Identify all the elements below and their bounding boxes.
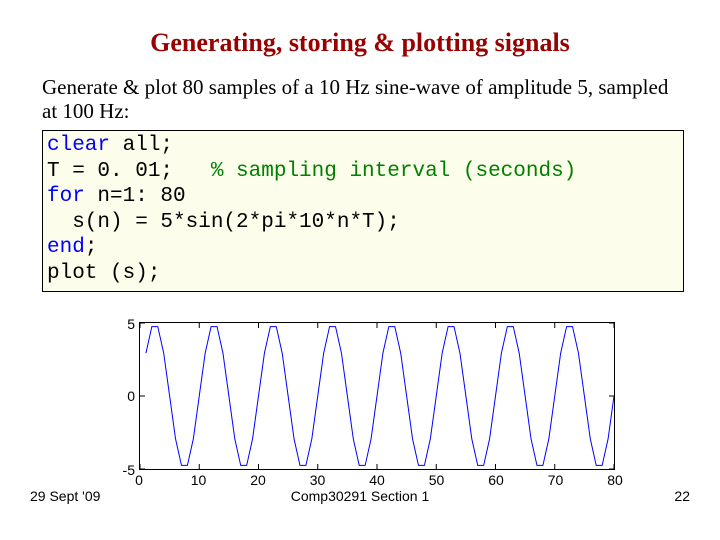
ytick-label: 5 (113, 316, 135, 332)
xtick-label: 70 (548, 472, 564, 488)
xtick-label: 40 (369, 472, 385, 488)
code-block: clear all;T = 0. 01; % sampling interval… (42, 130, 684, 292)
xtick-label: 30 (310, 472, 326, 488)
xtick-label: 10 (191, 472, 207, 488)
slide-description: Generate & plot 80 samples of a 10 Hz si… (42, 75, 682, 123)
sine-chart: 5 0 -5 0 10 20 30 40 50 60 70 80 (115, 316, 620, 488)
ytick-label: -5 (113, 462, 135, 478)
footer-center: Comp30291 Section 1 (0, 488, 720, 504)
xtick-label: 0 (135, 472, 143, 488)
sine-line (140, 323, 614, 469)
xtick-label: 50 (429, 472, 445, 488)
xtick-label: 80 (607, 472, 623, 488)
slide-title: Generating, storing & plotting signals (0, 28, 720, 58)
footer-page: 22 (674, 488, 690, 504)
xtick-label: 20 (250, 472, 266, 488)
ytick-label: 0 (113, 388, 135, 404)
chart-axes (139, 322, 615, 470)
xtick-label: 60 (488, 472, 504, 488)
